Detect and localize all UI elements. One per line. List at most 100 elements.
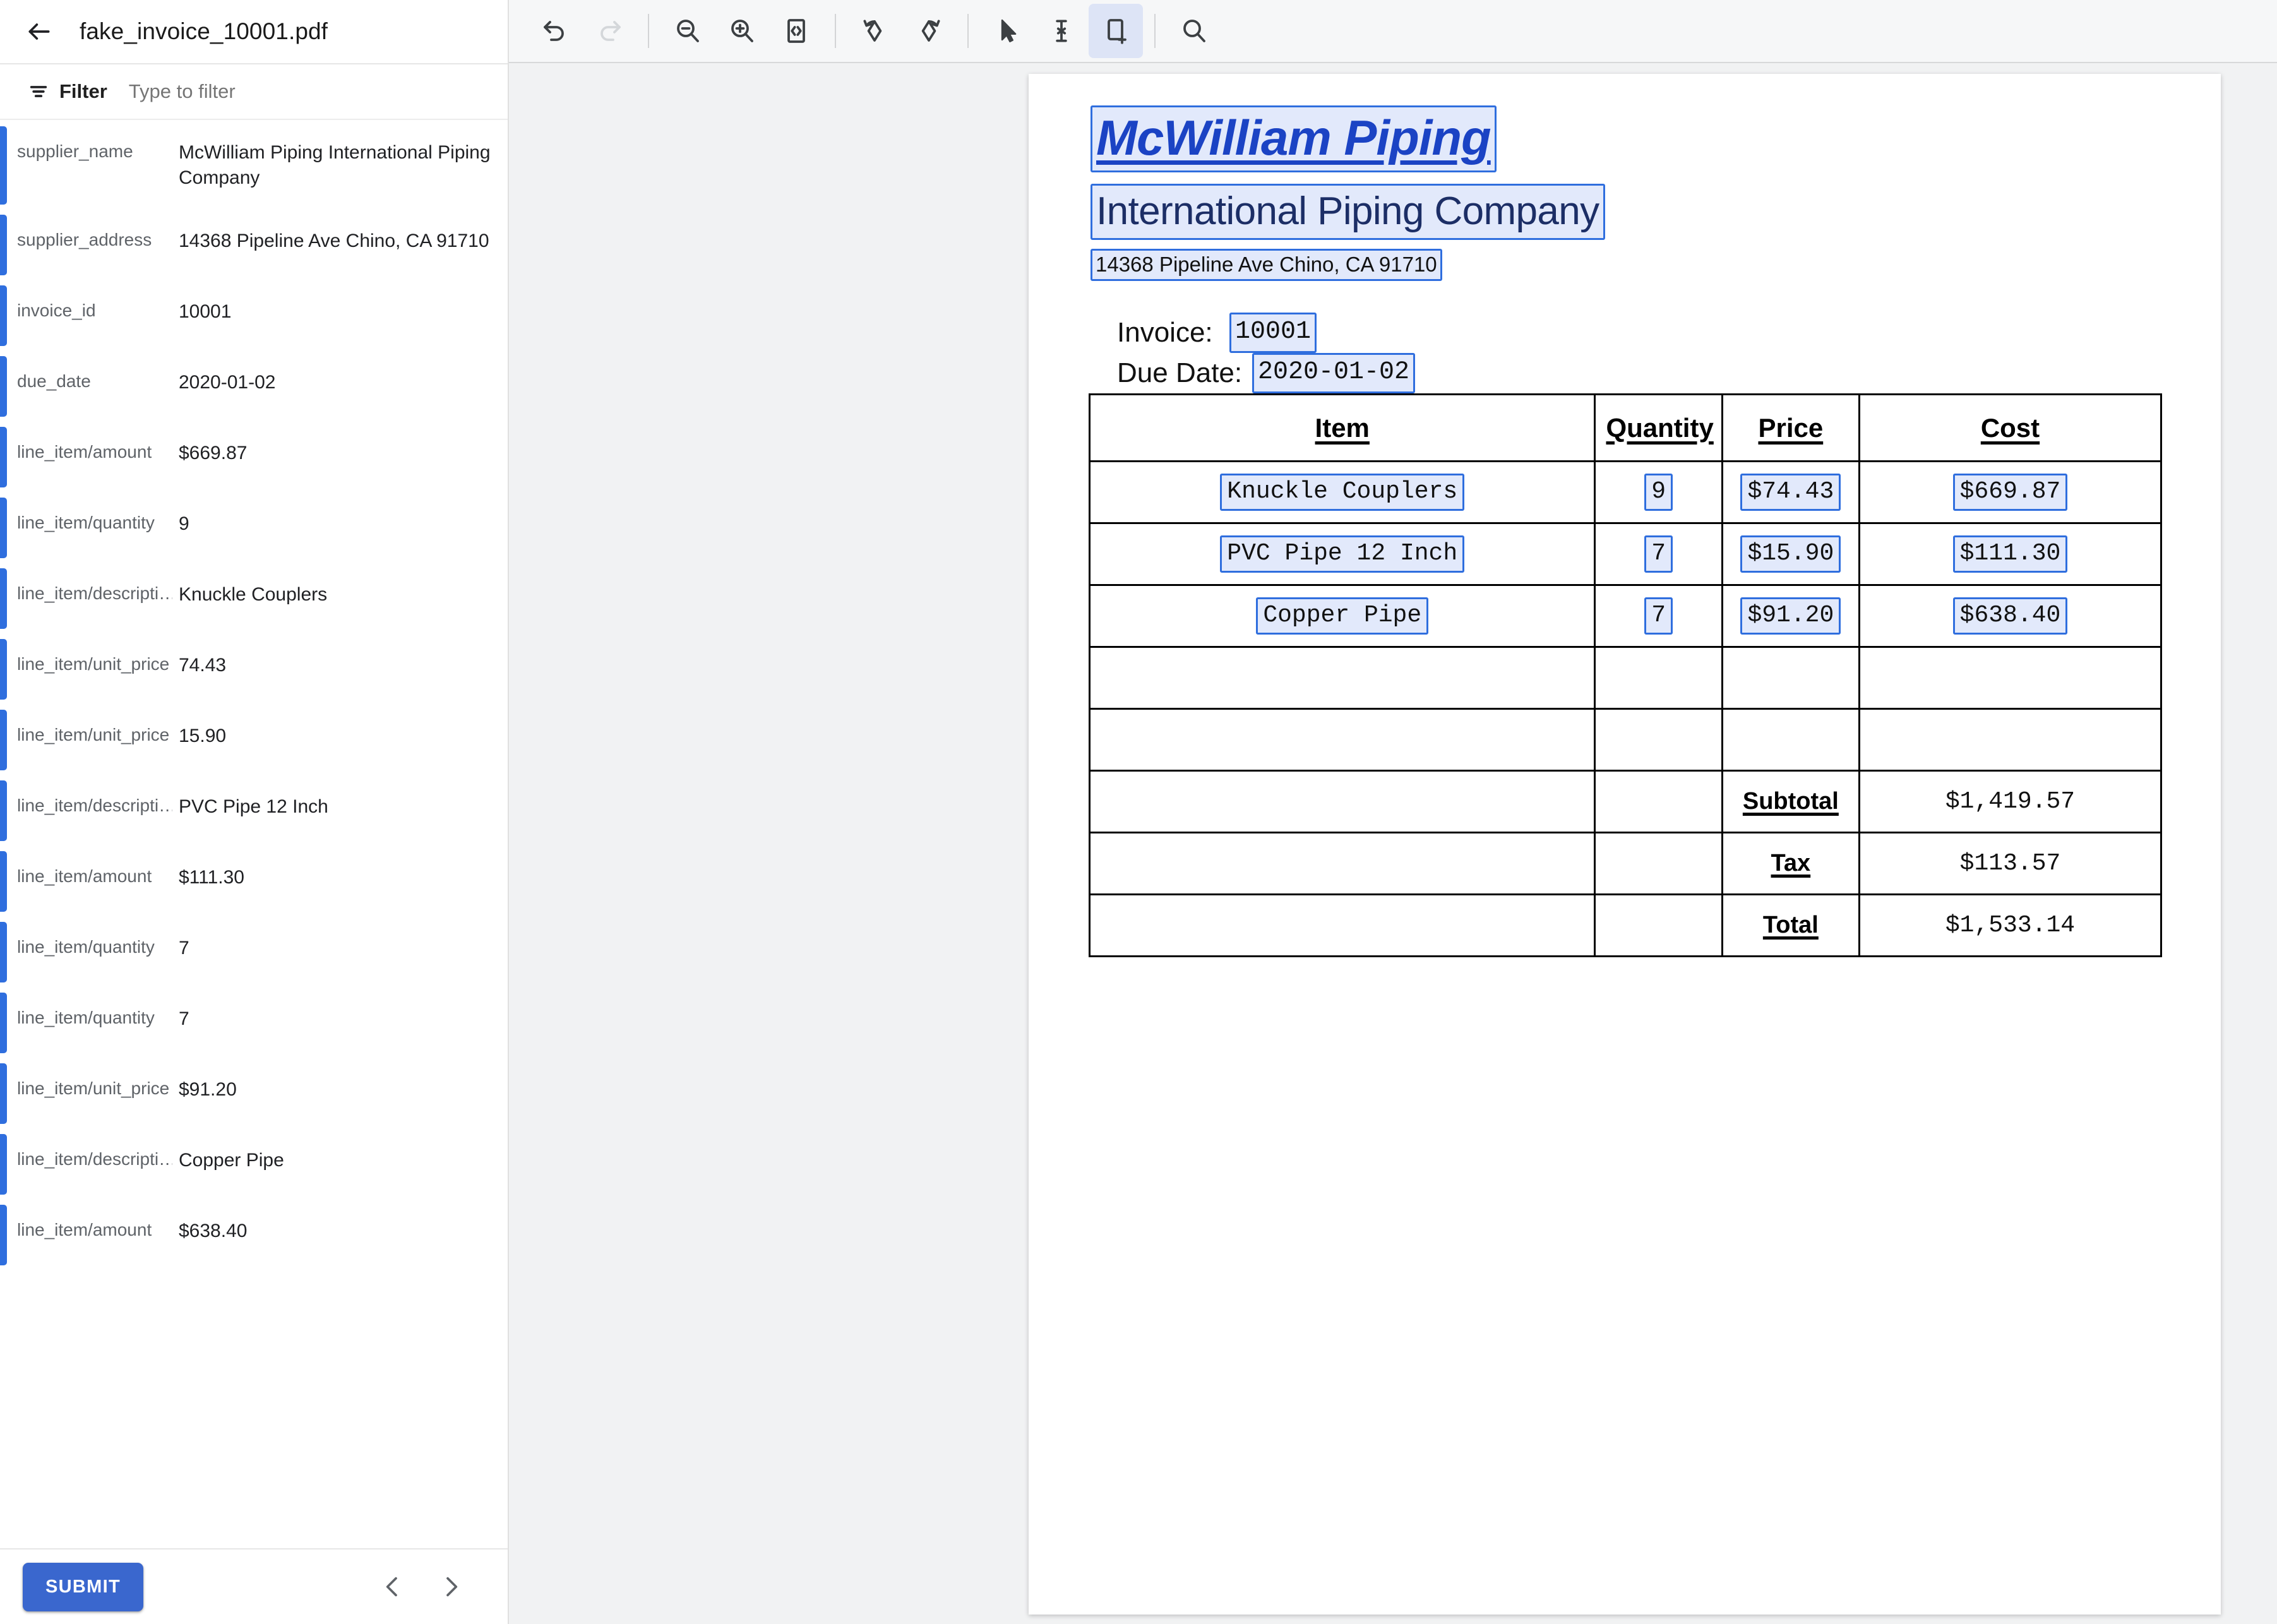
cell-price	[1721, 708, 1860, 772]
field-row[interactable]: line_item/unit_price $91.20	[0, 1058, 508, 1129]
item-value[interactable]: Knuckle Couplers	[1220, 474, 1465, 511]
field-value[interactable]: $111.30	[179, 867, 244, 888]
cost-value[interactable]: $638.40	[1952, 597, 2068, 635]
field-value[interactable]: 7	[179, 1008, 189, 1030]
due-date-value[interactable]: 2020-01-02	[1252, 352, 1416, 393]
cost-value[interactable]: $669.87	[1952, 474, 2068, 511]
field-value[interactable]: 74.43	[179, 655, 227, 676]
item-value[interactable]: PVC Pipe 12 Inch	[1220, 535, 1465, 573]
column-header: Item	[1088, 393, 1596, 462]
cell-quantity[interactable]: 7	[1594, 522, 1723, 586]
cell-cost[interactable]: $638.40	[1858, 584, 2163, 648]
price-highlight[interactable]: $91.20	[1740, 597, 1841, 635]
field-row[interactable]: line_item/descripti… Knuckle Couplers	[0, 563, 508, 634]
field-key: due_date	[17, 371, 91, 391]
rotate-left-button[interactable]	[847, 4, 902, 58]
field-value[interactable]: 9	[179, 513, 189, 535]
field-row[interactable]: invoice_id 10001	[0, 280, 508, 351]
invoice-id-value[interactable]: 10001	[1229, 313, 1317, 353]
filter-bar: Filter	[0, 64, 508, 120]
field-row[interactable]: due_date 2020-01-02	[0, 351, 508, 422]
field-value[interactable]: Copper Pipe	[179, 1150, 284, 1171]
cell-item[interactable]: Knuckle Couplers	[1088, 460, 1596, 524]
price-value[interactable]: $74.43	[1747, 478, 1834, 506]
field-row[interactable]: line_item/quantity 9	[0, 493, 508, 563]
field-row[interactable]: line_item/amount $111.30	[0, 846, 508, 917]
search-icon[interactable]	[1167, 4, 1221, 58]
undo-button[interactable]	[528, 4, 582, 58]
cell-price[interactable]: $74.43	[1721, 460, 1860, 524]
field-row[interactable]: line_item/descripti… PVC Pipe 12 Inch	[0, 775, 508, 846]
company-subtitle[interactable]: International Piping Company	[1091, 184, 1605, 240]
cost-value[interactable]: $111.30	[1952, 535, 2068, 573]
zoom-out-button[interactable]	[660, 4, 715, 58]
extracted-fields-list[interactable]: supplier_name McWilliam Piping Internatio…	[0, 121, 508, 1548]
field-value[interactable]: PVC Pipe 12 Inch	[179, 796, 328, 818]
field-value[interactable]: 14368 Pipeline Ave Chino, CA 91710	[179, 230, 489, 252]
cell-price[interactable]: $15.90	[1721, 522, 1860, 586]
field-value[interactable]: $91.20	[179, 1079, 237, 1101]
field-row[interactable]: supplier_name McWilliam Piping Internatio…	[0, 121, 508, 210]
field-value[interactable]: 15.90	[179, 725, 227, 747]
filter-input[interactable]	[128, 80, 445, 103]
toolbar-divider	[648, 14, 649, 48]
field-value[interactable]: Knuckle Couplers	[179, 584, 328, 606]
redo-button[interactable]	[582, 4, 636, 58]
company-address[interactable]: 14368 Pipeline Ave Chino, CA 91710	[1091, 249, 1442, 281]
back-arrow-icon[interactable]	[21, 14, 57, 49]
company-title[interactable]: McWilliam Piping	[1091, 105, 1497, 172]
field-value[interactable]: $669.87	[179, 443, 248, 464]
field-key: line_item/quantity	[17, 513, 155, 533]
fit-width-button[interactable]	[769, 4, 823, 58]
add-region-icon[interactable]	[1089, 4, 1143, 58]
field-value[interactable]: McWilliam Piping International Piping Co…	[179, 142, 491, 189]
field-value[interactable]: $638.40	[179, 1221, 248, 1242]
total-value: $1,419.57	[1945, 788, 2076, 815]
field-row[interactable]: line_item/unit_price 15.90	[0, 705, 508, 775]
item-value[interactable]: Copper Pipe	[1256, 597, 1429, 635]
field-row[interactable]: line_item/descripti… Copper Pipe	[0, 1129, 508, 1200]
field-key: line_item/amount	[17, 1220, 152, 1240]
quantity-value[interactable]: 9	[1644, 474, 1673, 511]
cell-quantity[interactable]: 7	[1594, 584, 1723, 648]
field-row[interactable]: line_item/quantity 7	[0, 988, 508, 1058]
cursor-arrow-icon[interactable]	[980, 4, 1034, 58]
toolbar-divider	[967, 14, 969, 48]
cell-item[interactable]: PVC Pipe 12 Inch	[1088, 522, 1596, 586]
price-value[interactable]: $15.90	[1747, 540, 1834, 568]
chevron-left-icon[interactable]	[364, 1558, 422, 1616]
rotate-right-button[interactable]	[902, 4, 956, 58]
price-highlight[interactable]: $15.90	[1740, 535, 1841, 573]
field-value[interactable]: 2020-01-02	[179, 372, 276, 393]
field-key: line_item/quantity	[17, 1008, 155, 1028]
cell-total-label: Tax	[1721, 832, 1860, 895]
chevron-right-icon[interactable]	[422, 1558, 480, 1616]
total-label: Total	[1762, 912, 1819, 938]
total-label: Subtotal	[1742, 788, 1839, 815]
cell-cost[interactable]: $669.87	[1858, 460, 2163, 524]
cell-price[interactable]: $91.20	[1721, 584, 1860, 648]
field-value[interactable]: 7	[179, 938, 189, 959]
quantity-value[interactable]: 7	[1644, 535, 1673, 573]
price-highlight[interactable]: $74.43	[1740, 474, 1841, 511]
filter-label: Filter	[59, 80, 107, 102]
cell-item[interactable]: Copper Pipe	[1088, 584, 1596, 648]
zoom-in-button[interactable]	[715, 4, 769, 58]
pdf-page[interactable]: McWilliam Piping International Piping Co…	[1029, 74, 2221, 1615]
quantity-value[interactable]: 7	[1644, 597, 1673, 635]
field-row[interactable]: line_item/amount $638.40	[0, 1200, 508, 1270]
invoice-id-line: Invoice: 10001	[1117, 313, 1415, 353]
submit-button[interactable]: SUBMIT	[23, 1562, 143, 1611]
price-value[interactable]: $91.20	[1747, 602, 1834, 630]
field-row[interactable]: line_item/amount $669.87	[0, 422, 508, 493]
cell-quantity[interactable]: 9	[1594, 460, 1723, 524]
field-value[interactable]: 10001	[179, 301, 232, 323]
field-row[interactable]: line_item/quantity 7	[0, 917, 508, 988]
text-cursor-icon[interactable]	[1034, 4, 1089, 58]
cell-cost[interactable]: $111.30	[1858, 522, 2163, 586]
cell-empty	[1088, 770, 1596, 833]
total-label: Tax	[1771, 850, 1811, 876]
field-row[interactable]: supplier_address 14368 Pipeline Ave Chino…	[0, 210, 508, 280]
field-row[interactable]: line_item/unit_price 74.43	[0, 634, 508, 705]
invoice-meta: Invoice: 10001 Due Date: 2020-01-02	[1117, 313, 1416, 393]
